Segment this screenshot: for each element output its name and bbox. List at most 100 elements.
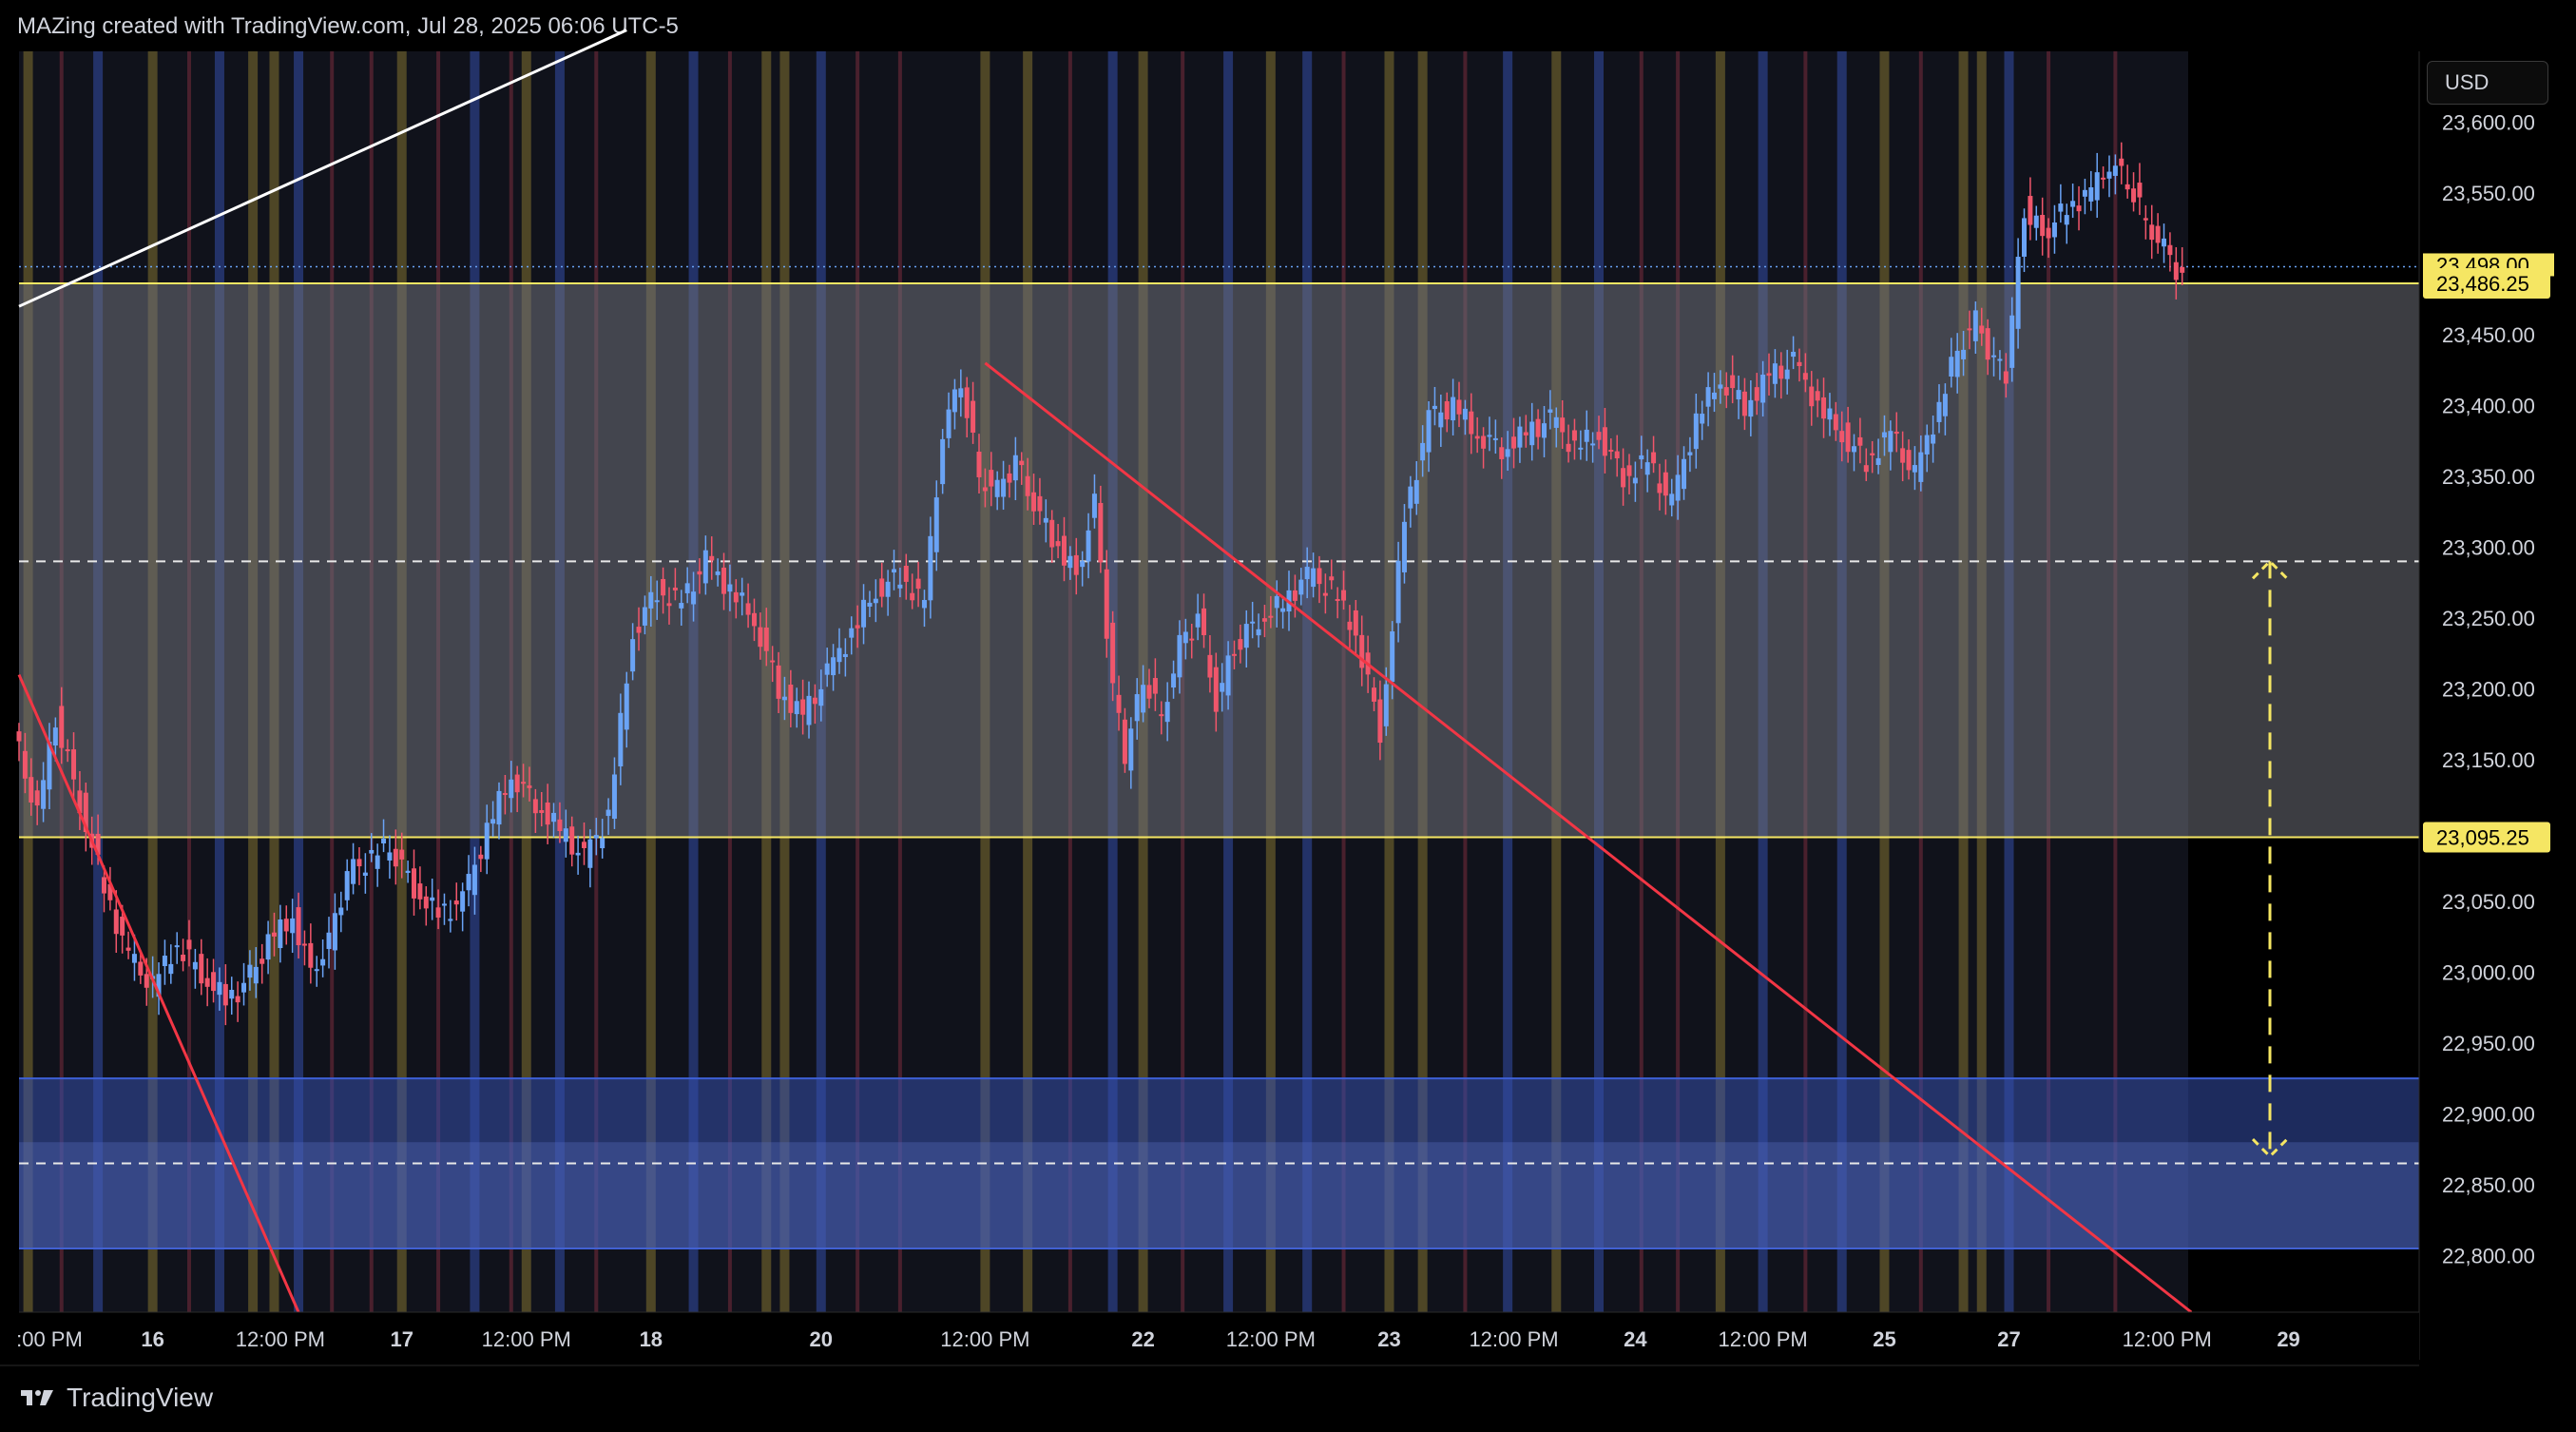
x-tick-label: 12:00 PM — [940, 1327, 1029, 1351]
candle-body — [1335, 599, 1340, 602]
candle-body — [1778, 365, 1784, 379]
candle-body — [709, 555, 715, 561]
candle-body — [1553, 416, 1559, 428]
candle-body — [2112, 165, 2118, 176]
x-tick-label: 23 — [1377, 1327, 1400, 1351]
candle-body — [1596, 432, 1602, 440]
trendline-white-0[interactable] — [18, 29, 627, 308]
candle-body — [654, 600, 660, 603]
candle-body — [800, 699, 806, 715]
brand-label: TradingView — [67, 1383, 214, 1412]
candle-body — [1474, 435, 1480, 439]
candle-body — [1760, 375, 1766, 403]
candle-body — [1250, 621, 1256, 624]
candle-body — [794, 701, 799, 715]
candle-body — [581, 842, 586, 848]
candle-body — [611, 774, 617, 820]
y-tick-label: 22,950.00 — [2442, 1032, 2535, 1055]
candle-body — [1311, 568, 1317, 588]
candle-body — [897, 584, 903, 589]
y-tick-label: 23,150.00 — [2442, 748, 2535, 772]
candle-body — [1207, 654, 1213, 678]
candle-body — [1091, 493, 1097, 518]
candle-body — [1900, 448, 1906, 463]
candle-body — [563, 828, 568, 842]
candle-body — [1852, 446, 1857, 453]
candle-body — [606, 809, 611, 817]
candle-body — [326, 932, 332, 950]
candle-body — [1195, 613, 1201, 628]
y-tick-label: 23,300.00 — [2442, 535, 2535, 559]
candle-body — [788, 684, 794, 713]
x-tick-label: 24 — [1624, 1327, 1647, 1351]
candle-body — [1711, 392, 1717, 399]
candle-body — [192, 961, 198, 970]
candle-body — [1141, 685, 1146, 713]
candle-body — [964, 387, 970, 418]
candle-body — [1292, 590, 1298, 601]
candle-body — [1687, 452, 1693, 455]
candle-body — [1815, 391, 1820, 401]
candle-body — [120, 916, 125, 936]
candle-body — [1723, 387, 1729, 396]
candle-body — [260, 958, 265, 964]
candle-body — [1802, 373, 1808, 380]
candle-body — [1741, 391, 1747, 416]
candle-body — [65, 749, 70, 752]
candle-body — [831, 657, 836, 676]
candle-body — [1025, 475, 1030, 496]
candle-body — [1353, 610, 1358, 636]
candle-body — [1238, 639, 1243, 650]
candle-body — [940, 438, 946, 485]
y-tick-label: 23,550.00 — [2442, 182, 2535, 205]
candle-body — [2064, 215, 2069, 225]
candle-body — [1602, 427, 1607, 456]
x-tick-label: 12:00 PM — [482, 1327, 571, 1351]
trendline-red-1[interactable] — [17, 673, 300, 1313]
candle-body — [1213, 667, 1219, 712]
candle-body — [1019, 460, 1025, 466]
candle-body — [733, 591, 739, 603]
candle-body — [1541, 423, 1547, 438]
tradingview-logo-icon — [21, 1390, 53, 1405]
candle-body — [174, 945, 180, 948]
candle-body — [836, 648, 842, 663]
candle-body — [1073, 554, 1079, 575]
candle-body — [666, 603, 672, 607]
candle-body — [684, 583, 690, 593]
candle-body — [1043, 517, 1048, 523]
currency-selector[interactable]: USD — [2427, 61, 2548, 105]
candle-body — [1268, 615, 1274, 618]
candle-body — [2180, 266, 2185, 273]
tradingview-brand[interactable]: TradingView — [19, 1383, 213, 1413]
candle-body — [958, 388, 964, 397]
candle-body — [1517, 426, 1523, 448]
candle-body — [702, 550, 708, 584]
price-tag-1: 23,095.25 — [2436, 826, 2529, 850]
y-tick-label: 22,900.00 — [2442, 1102, 2535, 1126]
trendline-red-2[interactable] — [984, 361, 2193, 1314]
candle-body — [29, 777, 34, 803]
candle-body — [575, 852, 581, 856]
candle-body — [721, 567, 727, 594]
candle-body — [971, 400, 976, 433]
candle-body — [1784, 369, 1790, 379]
candle-body — [1875, 457, 1881, 465]
candle-body — [1997, 358, 2003, 361]
candle-body — [1730, 375, 1736, 389]
candle-body — [1718, 384, 1723, 389]
candle-body — [758, 627, 763, 648]
candle-body — [34, 790, 40, 806]
candle-body — [1821, 397, 1827, 419]
candle-body — [1748, 399, 1754, 417]
candle-body — [2051, 222, 2057, 238]
candle-body — [557, 819, 563, 832]
candle-body — [1171, 673, 1177, 688]
candle-body — [375, 855, 380, 869]
candle-body — [290, 918, 296, 934]
candle-body — [1037, 495, 1043, 512]
candle-body — [1261, 618, 1267, 622]
candle-body — [1888, 431, 1894, 453]
